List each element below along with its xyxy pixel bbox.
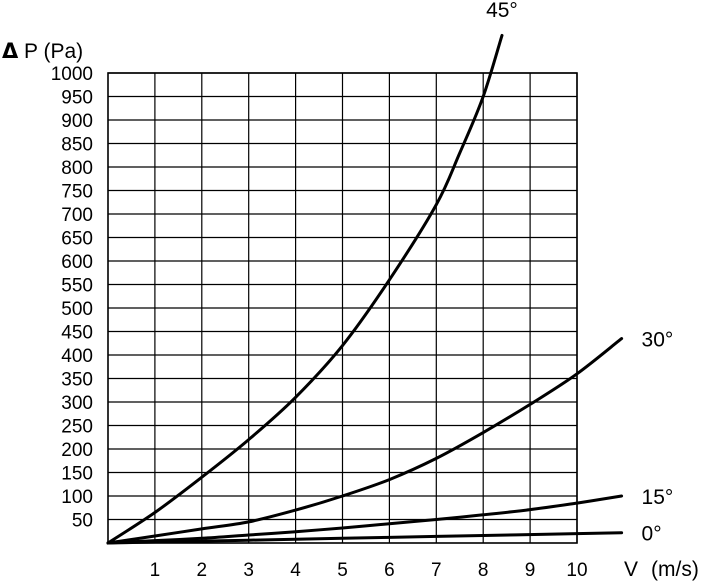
x-tick-label: 8 (478, 560, 489, 581)
series-line-0 (106, 33, 504, 545)
series-labels: 45° 30° 15° 0° (486, 0, 673, 546)
x-tick-label: 6 (384, 560, 395, 581)
y-tick-label: 500 (61, 299, 93, 320)
y-tick-label: 1000 (51, 64, 93, 85)
y-tick-label: 300 (61, 393, 93, 414)
x-tick-label: 2 (197, 560, 208, 581)
series-line-2 (106, 494, 624, 545)
x-axis-symbol: V (624, 558, 638, 581)
y-tick-label: 900 (61, 111, 93, 132)
x-tick-label: 7 (431, 560, 442, 581)
x-tick-label: 9 (525, 560, 536, 581)
y-tick-label: 950 (61, 88, 93, 109)
chart-series (106, 33, 624, 545)
y-tick-label: 400 (61, 346, 93, 367)
x-tick-label: 5 (337, 560, 348, 581)
y-axis-label: P (Pa) (24, 40, 83, 63)
x-tick-label: 10 (566, 560, 587, 581)
y-axis-delta-symbol: Δ (2, 39, 19, 63)
series-label: 30° (642, 329, 674, 352)
x-tick-label: 3 (243, 560, 254, 581)
y-tick-label: 650 (61, 229, 93, 250)
y-tick-label: 550 (61, 276, 93, 297)
y-tick-label: 800 (61, 158, 93, 179)
y-tick-label: 600 (61, 252, 93, 273)
y-tick-label: 750 (61, 182, 93, 203)
y-tick-label: 850 (61, 135, 93, 156)
series-line-3 (106, 531, 624, 545)
plot-frame (107, 72, 578, 544)
y-tick-label: 100 (61, 487, 93, 508)
series-label: 15° (642, 486, 674, 509)
y-tick-label: 50 (72, 511, 93, 532)
chart-grid (107, 72, 578, 544)
y-tick-label: 250 (61, 417, 93, 438)
x-axis-label: (m/s) (651, 558, 699, 581)
x-tick-label: 1 (150, 560, 161, 581)
series-label: 45° (486, 0, 518, 22)
y-tick-label: 700 (61, 205, 93, 226)
series-line-1 (106, 337, 624, 545)
x-tick-label: 4 (290, 560, 301, 581)
y-tick-label: 150 (61, 464, 93, 485)
series-label: 0° (642, 523, 662, 546)
y-tick-label: 450 (61, 323, 93, 344)
y-tick-label: 350 (61, 370, 93, 391)
y-tick-label: 200 (61, 440, 93, 461)
